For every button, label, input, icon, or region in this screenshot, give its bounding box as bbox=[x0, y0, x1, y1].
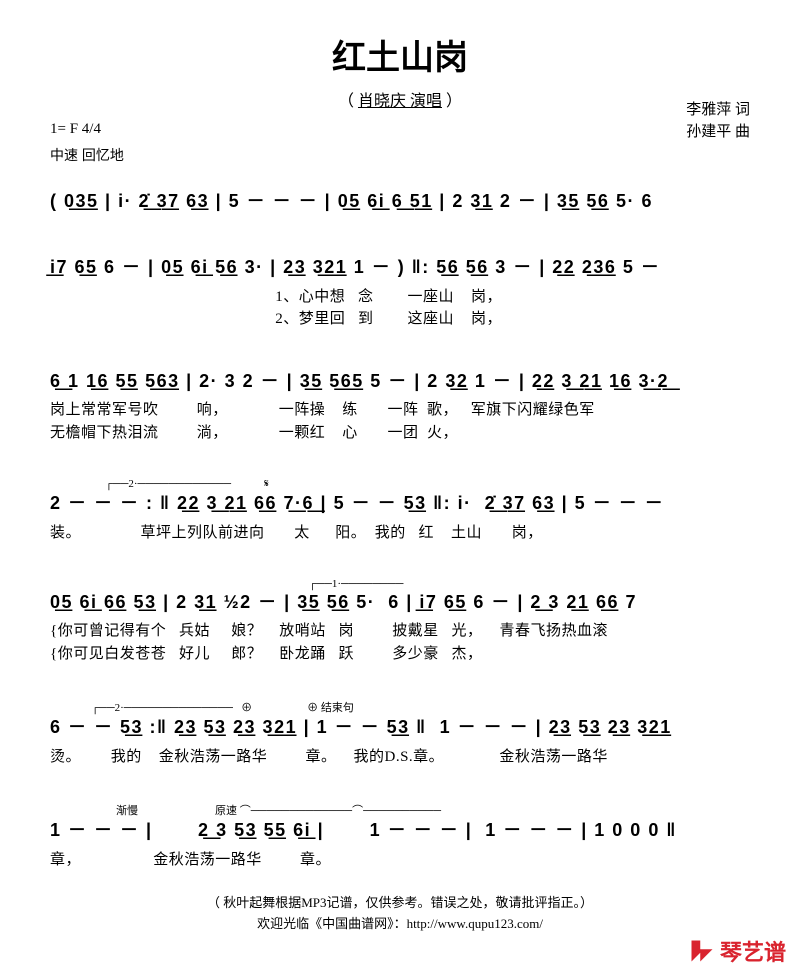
lyrics-row: 无檐帽下热泪流 淌， 一颗红 心 一团 火， bbox=[50, 422, 750, 445]
score-line: 6͟ 1 1͟6 5͟5 5͟6͟3 | 2· 3 2 － | 3͟5 5͟6͟… bbox=[50, 365, 750, 444]
notation-row: 6͟ 1 1͟6 5͟5 5͟6͟3 | 2· 3 2 － | 3͟5 5͟6͟… bbox=[50, 365, 750, 397]
score-line: ┌──1·──────── 0͟5 6͟i 6͟6 5͟3 | 2 3͟1 ½2… bbox=[50, 578, 750, 665]
key-signature: 1= F 4/4 bbox=[50, 121, 101, 138]
header-row: 1= F 4/4 中速 回忆地 李雅萍 词 孙建平 曲 bbox=[50, 117, 750, 167]
lyrics-row: 烫。 我的 金秋浩荡一路华 章。 我的D.S.章。 金秋浩荡一路华 bbox=[50, 746, 750, 769]
lyrics-row: 装。 草坪上列队前进向 太 阳。 我的 红 土山 岗， bbox=[50, 522, 750, 545]
lyrics-row: {你可见白发苍苍 好儿 郎？ 卧龙踊 跃 多少豪 杰， bbox=[50, 643, 750, 666]
tempo-marking: 中速 回忆地 bbox=[50, 145, 124, 165]
lyrics-row: 岗上常常军号吹 响， 一阵操 练 一阵 歌， 军旗下闪耀绿色军 bbox=[50, 399, 750, 422]
lyrics-row: {你可曾记得有个 兵姑 娘？ 放哨站 岗 披戴星 光， 青春飞扬热血滚 bbox=[50, 620, 750, 643]
logo-icon bbox=[688, 937, 716, 965]
score-line: ┌──2·────────────── ⊕ ⊕ 结束句 6 － － 5͟3 :‖… bbox=[50, 699, 750, 768]
lyrics-row: 章， 金秋浩荡一路华 章。 bbox=[50, 849, 750, 872]
credits: 李雅萍 词 孙建平 曲 bbox=[686, 99, 750, 143]
composer-credit: 孙建平 曲 bbox=[686, 121, 750, 143]
song-title: 红土山岗 bbox=[50, 30, 750, 79]
footnote: （ 秋叶起舞根据MP3记谱，仅供参考。错误之处，敬请批评指正。） 欢迎光临《中国… bbox=[50, 893, 750, 935]
notation-row: 6 － － 5͟3 :‖ 2͟3 5͟3 2͟3 3͟2͟1 | 1 － － 5… bbox=[50, 711, 750, 743]
score-page: 红土山岗 （ 肖晓庆 演唱 ） 1= F 4/4 中速 回忆地 李雅萍 词 孙建… bbox=[0, 0, 800, 955]
logo-text: 琴艺谱 bbox=[720, 935, 786, 967]
site-logo: 琴艺谱 bbox=[688, 935, 786, 967]
lyrics-row: 1、心中想 念 一座山 岗， bbox=[50, 286, 750, 309]
footnote-line: （ 秋叶起舞根据MP3记谱，仅供参考。错误之处，敬请批评指正。） bbox=[50, 893, 750, 914]
notation-row: ( 0͟3͟5 | i· 2̇͟ 3͟7 6͟3 | 5 － － － | 0͟5… bbox=[50, 185, 750, 217]
notation-row: i͟7 6͟5 6 － | 0͟5 6͟i 5͟6 3· | 2͟3 3͟2͟1… bbox=[50, 251, 750, 283]
notation-row: 0͟5 6͟i 6͟6 5͟3 | 2 3͟1 ½2 － | 3͟5 5͟6 5… bbox=[50, 586, 750, 618]
footnote-line: 欢迎光临《中国曲谱网》：http://www.qupu123.com/ bbox=[50, 914, 750, 935]
score-line: i͟7 6͟5 6 － | 0͟5 6͟i 5͟6 3· | 2͟3 3͟2͟1… bbox=[50, 251, 750, 330]
notation-row: 1 － － － | 2͟ 3 5͟3 5͟5 6͟i | 1 － － － | 1… bbox=[50, 814, 750, 846]
score-line: ( 0͟3͟5 | i· 2̇͟ 3͟7 6͟3 | 5 － － － | 0͟5… bbox=[50, 185, 750, 217]
lyricist-credit: 李雅萍 词 bbox=[686, 99, 750, 121]
score-line: ┌──2·──────────── 𝄋 2 － － － : ‖ 2͟2 3͟ 2… bbox=[50, 478, 750, 544]
lyrics-row: 2、梦里回 到 这座山 岗， bbox=[50, 308, 750, 331]
performer-subtitle: （ 肖晓庆 演唱 ） bbox=[50, 87, 750, 111]
notation-row: 2 － － － : ‖ 2͟2 3͟ 2͟1 6͟6 7͟·6͟ | 5 － －… bbox=[50, 487, 750, 519]
score-line: 渐慢 原速 ⌒─────────────⌒────────── 1 － － － … bbox=[50, 802, 750, 871]
